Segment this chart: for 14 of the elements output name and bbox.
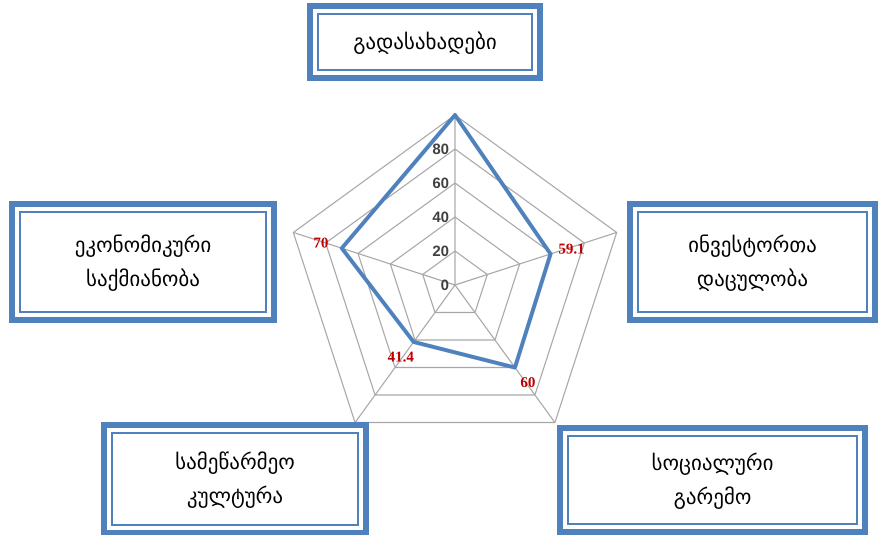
- data-label: 70: [313, 236, 328, 252]
- y-tick-label: 0: [440, 277, 449, 294]
- spoke-label: სამეწარმეო კულტურა: [175, 450, 295, 508]
- data-label: 59.1: [558, 241, 585, 258]
- data-label: 41.4: [388, 350, 414, 366]
- y-tick-label: 20: [432, 243, 449, 260]
- y-tick-label: 40: [432, 209, 449, 226]
- spoke-label: ინვესტორთა დაცულობა: [688, 233, 817, 291]
- spoke-label: სოციალური გარემო: [652, 451, 774, 509]
- data-label: 60: [520, 375, 536, 392]
- spoke-label: გადასახადები: [353, 30, 497, 54]
- spoke-label: ეკონომიკური საქმიანობა: [74, 233, 212, 291]
- y-tick-label: 60: [432, 175, 449, 192]
- y-tick-label: 80: [432, 141, 449, 158]
